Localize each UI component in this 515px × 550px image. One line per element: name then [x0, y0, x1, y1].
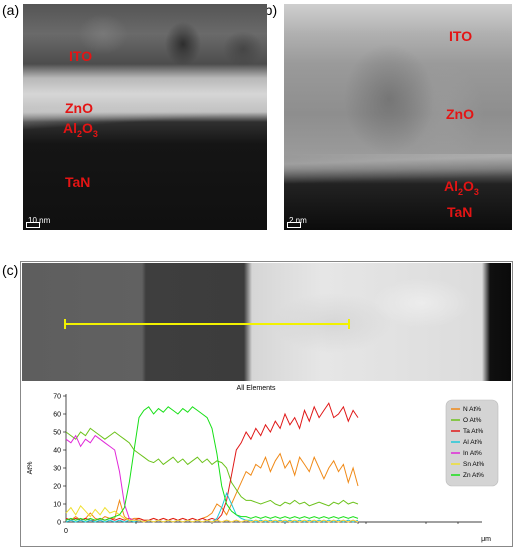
panel-b-tem-image: ITO ZnO Al2O3 TaN 2 nm	[284, 4, 512, 230]
y-tick-label: 0	[57, 520, 61, 527]
y-tick-label: 50	[53, 430, 61, 437]
y-tick-label: 60	[53, 412, 61, 419]
line-scan-path	[66, 323, 349, 325]
panel-a-zno-label: ZnO	[65, 100, 93, 116]
panel-b-ito-label: ITO	[449, 28, 473, 44]
panel-a-ito-label: ITO	[69, 48, 93, 64]
chart-title: All Elements	[237, 385, 276, 392]
legend-entry: Al At%	[463, 439, 482, 446]
panel-b-al2o3-label: Al2O3	[444, 178, 479, 197]
y-tick-label: 40	[53, 448, 61, 455]
y-tick-label: 70	[53, 394, 61, 401]
legend-entry: Sn At%	[463, 461, 485, 468]
series-line-ta	[65, 402, 359, 521]
panel-b-scale-bar: 2 nm	[287, 212, 327, 228]
panel-c-letter: (c)	[2, 262, 19, 278]
panel-a-tem-image: ITO ZnO Al2O3 TaN 10 nm	[23, 4, 267, 230]
panel-a-scale-bar: 10 nm	[26, 212, 66, 228]
series-line-in	[65, 434, 359, 523]
panel-c-stem-image	[22, 263, 511, 381]
series-line-al	[65, 491, 359, 523]
y-tick-label: 30	[53, 466, 61, 473]
panel-c: All Elements At% μm 0 10 20 30 40 50 60 70 0 N A…	[20, 261, 513, 547]
series-line-o	[65, 427, 359, 507]
panel-b-zno-label: ZnO	[446, 106, 474, 122]
x-tick-label: 0	[64, 528, 68, 535]
legend-entry: Ta At%	[463, 428, 483, 435]
series-line-sn	[65, 504, 359, 523]
panel-a-tan-label: TaN	[65, 174, 91, 190]
line-scan-end-marker	[348, 319, 350, 329]
y-tick-label: 10	[53, 502, 61, 509]
legend-entry: N At%	[463, 406, 481, 413]
line-profile-chart: All Elements At% μm 0 10 20 30 40 50 60 70 0 N A…	[27, 385, 499, 543]
panel-b-tan-label: TaN	[447, 204, 473, 220]
y-tick-label: 20	[53, 484, 61, 491]
series-line-n	[65, 452, 359, 521]
legend-entry: Zn At%	[463, 472, 484, 479]
legend-entry: In At%	[463, 450, 482, 457]
chart-y-axis-label: At%	[27, 462, 34, 475]
line-scan-start-marker	[64, 319, 66, 329]
legend-entry: O At%	[463, 417, 482, 424]
panel-a-al2o3-label: Al2O3	[63, 120, 98, 139]
series-line-zn	[65, 406, 359, 521]
panel-a-letter: (a)	[2, 2, 20, 18]
chart-x-axis-label: μm	[481, 536, 491, 543]
